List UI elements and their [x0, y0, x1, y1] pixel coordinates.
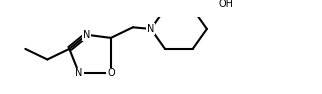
Text: O: O: [107, 69, 115, 78]
Text: N: N: [83, 30, 90, 40]
Text: N: N: [147, 24, 155, 34]
Text: N: N: [75, 69, 83, 78]
Text: OH: OH: [219, 0, 234, 9]
